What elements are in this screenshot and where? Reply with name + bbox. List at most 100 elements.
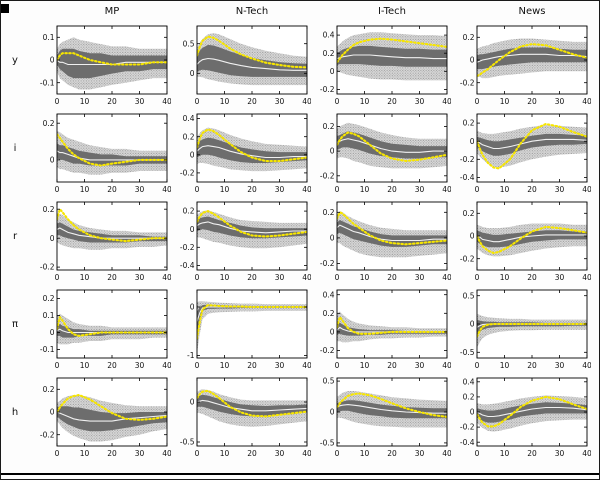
- subplot-h-n-tech: 0 10 20 30 40 0 -0.5: [171, 375, 311, 463]
- svg-text:10: 10: [360, 185, 370, 194]
- svg-text:20: 20: [107, 97, 117, 106]
- svg-text:40: 40: [162, 273, 171, 282]
- svg-text:0: 0: [50, 328, 55, 337]
- svg-text:30: 30: [275, 185, 285, 194]
- svg-text:0: 0: [470, 320, 475, 329]
- svg-text:-1: -1: [187, 351, 195, 360]
- svg-text:0: 0: [195, 185, 200, 194]
- svg-text:-0.2: -0.2: [180, 169, 195, 178]
- row-label-y: y: [12, 54, 18, 66]
- svg-text:40: 40: [302, 273, 311, 282]
- svg-text:0: 0: [190, 225, 195, 234]
- svg-text:0: 0: [50, 234, 55, 243]
- svg-text:0.2: 0.2: [463, 119, 475, 128]
- subplot-grid: 0 10 20 30 40 0.1 0 -0.1 0 10 20 30 40 0.5 0 0 10 20 30 40 0…: [31, 23, 591, 463]
- svg-text:-0.4: -0.4: [460, 438, 475, 447]
- svg-text:30: 30: [555, 185, 565, 194]
- svg-text:30: 30: [275, 273, 285, 282]
- svg-text:0.2: 0.2: [323, 122, 335, 131]
- column-title-n-tech: N-Tech: [235, 6, 269, 17]
- svg-text:0: 0: [190, 150, 195, 159]
- svg-text:0: 0: [330, 408, 335, 417]
- row-label-h: h: [11, 406, 19, 418]
- svg-text:20: 20: [527, 361, 537, 370]
- svg-text:0: 0: [55, 361, 60, 370]
- svg-text:0: 0: [195, 97, 200, 106]
- svg-text:-0.2: -0.2: [460, 78, 475, 87]
- svg-text:10: 10: [80, 97, 90, 106]
- svg-text:-0.2: -0.2: [460, 155, 475, 164]
- row-labels: y i r π h: [1, 23, 29, 463]
- svg-text:40: 40: [162, 97, 171, 106]
- svg-text:20: 20: [387, 185, 397, 194]
- subplot-i-n-tech: 0 10 20 30 40 0.4 0.2 0 -0.2: [171, 111, 311, 199]
- svg-text:0: 0: [190, 69, 195, 78]
- svg-text:20: 20: [527, 185, 537, 194]
- svg-text:20: 20: [247, 97, 257, 106]
- subplot-r-n-tech: 0 10 20 30 40 0.2 0 -0.2 -0.4: [171, 199, 311, 287]
- svg-text:20: 20: [107, 185, 117, 194]
- subplot-y-n-tech: 0 10 20 30 40 0.5 0: [171, 23, 311, 111]
- svg-text:30: 30: [135, 273, 145, 282]
- svg-text:0: 0: [55, 185, 60, 194]
- svg-text:10: 10: [220, 185, 230, 194]
- svg-text:20: 20: [387, 449, 397, 458]
- svg-text:40: 40: [162, 361, 171, 370]
- svg-text:0: 0: [190, 303, 195, 312]
- svg-text:30: 30: [415, 273, 425, 282]
- svg-text:20: 20: [107, 361, 117, 370]
- svg-text:-0.2: -0.2: [320, 85, 335, 94]
- svg-text:20: 20: [387, 97, 397, 106]
- svg-text:0.5: 0.5: [323, 377, 335, 386]
- svg-text:0: 0: [195, 449, 200, 458]
- svg-text:0.4: 0.4: [323, 290, 335, 299]
- svg-text:10: 10: [80, 185, 90, 194]
- svg-text:40: 40: [442, 185, 451, 194]
- svg-text:10: 10: [220, 449, 230, 458]
- svg-text:0.4: 0.4: [463, 377, 475, 386]
- svg-text:20: 20: [107, 449, 117, 458]
- svg-text:0: 0: [475, 97, 480, 106]
- svg-text:0.4: 0.4: [183, 114, 195, 123]
- svg-text:-0.2: -0.2: [320, 171, 335, 180]
- svg-text:0: 0: [55, 449, 60, 458]
- row-label-pi: π: [11, 318, 19, 330]
- svg-text:20: 20: [247, 273, 257, 282]
- svg-text:0.5: 0.5: [183, 39, 195, 48]
- svg-text:40: 40: [582, 273, 591, 282]
- svg-text:30: 30: [135, 185, 145, 194]
- svg-text:0: 0: [470, 137, 475, 146]
- svg-text:-0.2: -0.2: [180, 243, 195, 252]
- svg-text:-0.1: -0.1: [40, 78, 55, 87]
- svg-text:0.2: 0.2: [183, 207, 195, 216]
- svg-text:-0.4: -0.4: [180, 261, 195, 270]
- svg-text:40: 40: [582, 361, 591, 370]
- svg-text:30: 30: [415, 361, 425, 370]
- svg-text:0: 0: [330, 147, 335, 156]
- svg-text:30: 30: [275, 449, 285, 458]
- svg-text:0: 0: [470, 408, 475, 417]
- svg-text:10: 10: [500, 185, 510, 194]
- svg-text:40: 40: [162, 449, 171, 458]
- svg-text:10: 10: [500, 273, 510, 282]
- svg-text:30: 30: [415, 449, 425, 458]
- svg-text:-0.4: -0.4: [460, 173, 475, 182]
- subplot-y-news: 0 10 20 30 40 0.2 0 -0.2: [451, 23, 591, 111]
- subplot-pi-n-tech: 0 10 20 30 40 0 -1: [171, 287, 311, 375]
- column-title-news: News: [518, 6, 546, 17]
- svg-text:0: 0: [50, 156, 55, 165]
- scan-artifact-corner: [1, 4, 9, 13]
- svg-text:0: 0: [190, 398, 195, 407]
- svg-text:-0.5: -0.5: [460, 348, 475, 357]
- svg-text:10: 10: [500, 361, 510, 370]
- svg-text:10: 10: [500, 97, 510, 106]
- subplot-y-mp: 0 10 20 30 40 0.1 0 -0.1: [31, 23, 171, 111]
- svg-text:40: 40: [582, 185, 591, 194]
- svg-text:-0.2: -0.2: [460, 423, 475, 432]
- svg-text:30: 30: [555, 97, 565, 106]
- svg-text:40: 40: [582, 449, 591, 458]
- svg-text:0: 0: [335, 97, 340, 106]
- subplot-i-news: 0 10 20 30 40 0.2 0 -0.2 -0.4: [451, 111, 591, 199]
- svg-text:20: 20: [247, 361, 257, 370]
- svg-text:0.2: 0.2: [463, 393, 475, 402]
